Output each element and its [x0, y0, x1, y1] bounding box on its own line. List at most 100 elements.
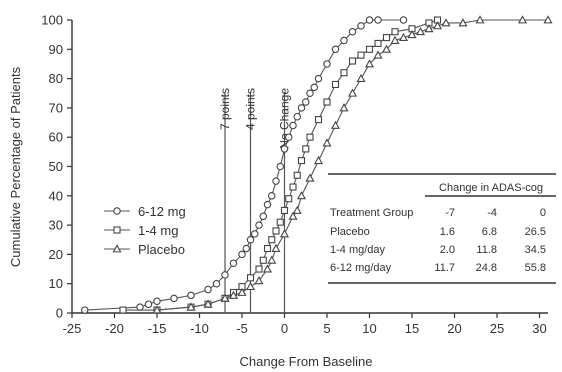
triangle-marker [390, 35, 400, 44]
triangle-marker [292, 205, 302, 214]
circle-marker [374, 16, 382, 24]
triangle-marker [186, 302, 196, 311]
square-marker [314, 116, 323, 124]
square-marker [323, 98, 331, 106]
x-tick-label: 5 [323, 321, 330, 336]
circle-marker [284, 133, 293, 141]
circle-marker [267, 192, 276, 200]
y-tick-label: 0 [56, 306, 63, 321]
square-marker [246, 274, 255, 282]
table-cell: 2.0 [440, 244, 455, 256]
square-marker [365, 45, 374, 53]
y-tick-label: 10 [49, 276, 63, 291]
x-axis-label: Change From Baseline [240, 354, 373, 369]
square-marker [374, 39, 382, 47]
y-tick-label: 50 [49, 159, 63, 174]
triangle-marker [322, 138, 332, 147]
triangle-marker [237, 287, 247, 296]
circle-marker [144, 300, 153, 308]
square-marker [259, 256, 267, 264]
triangle-marker [475, 15, 485, 24]
circle-marker [81, 306, 89, 314]
circle-marker [340, 36, 348, 45]
circle-marker [204, 285, 212, 294]
square-marker [340, 69, 348, 77]
circle-marker [259, 212, 267, 221]
triangle-marker [441, 18, 451, 27]
circle-marker [221, 271, 229, 279]
square-marker [297, 157, 306, 165]
circle-marker [301, 98, 310, 106]
triangle-marker [424, 24, 434, 33]
reference-lines: 7 points 4 points No Change [218, 88, 292, 313]
y-axis-label: Cumulative Percentage of Patients [8, 66, 23, 267]
circle-marker [255, 221, 263, 229]
y-tick-label: 70 [49, 100, 63, 115]
table-header-cell: -4 [487, 207, 497, 219]
circle-marker [153, 297, 161, 306]
x-tick-label: 25 [490, 321, 504, 336]
data-table: Change in ADAS-cog Treatment Group -7 -4 0 Pl… [328, 173, 556, 286]
square-marker [268, 236, 276, 244]
triangle-marker [313, 155, 324, 165]
square-marker [391, 28, 399, 36]
axes: -25 -20 -15 -10 -5 0 5 10 15 20 25 30 0 10 20 30 40 50 60 7… [41, 13, 548, 336]
y-tick-label: 20 [49, 247, 63, 262]
triangle-marker [228, 290, 239, 299]
triangle-marker [458, 18, 468, 27]
triangle-marker [112, 244, 122, 253]
circle-marker [113, 207, 121, 215]
square-marker [119, 306, 127, 314]
table-cell: 1.6 [440, 226, 455, 238]
series-layer [81, 15, 553, 314]
x-tick-label: 10 [362, 321, 376, 336]
circle-marker [136, 303, 144, 311]
square-marker [348, 57, 357, 65]
x-tick-label: 30 [532, 321, 546, 336]
triangle-marker [254, 276, 264, 285]
legend-label: 1-4 mg [138, 223, 178, 238]
square-marker [285, 195, 293, 203]
circle-marker [297, 104, 306, 112]
reference-line-label: No Change [278, 88, 292, 149]
circle-marker [238, 250, 246, 259]
triangle-marker [152, 305, 162, 314]
x-tick-label: 20 [447, 321, 461, 336]
series-circle [81, 16, 408, 314]
table-cell: 6.8 [482, 226, 497, 238]
circle-marker [276, 162, 284, 171]
square-marker [306, 133, 314, 141]
circle-marker [289, 121, 297, 130]
table-title: Change in ADAS-cog [439, 182, 543, 194]
x-tick-label: -20 [105, 321, 124, 336]
x-tick-label: 15 [405, 321, 419, 336]
legend-label: Placebo [138, 242, 185, 257]
triangle-marker [279, 229, 290, 238]
circle-marker [263, 200, 272, 209]
x-tick-label: -15 [148, 321, 167, 336]
square-marker [331, 80, 340, 89]
triangle-marker [364, 59, 375, 68]
triangle-marker [267, 255, 277, 264]
square-marker [293, 171, 301, 179]
triangle-marker [220, 293, 230, 302]
reference-line-label: 4 points [244, 88, 258, 130]
circle-marker [229, 259, 238, 267]
table-cell: 6-12 mg/day [330, 262, 392, 274]
triangle-marker [407, 29, 417, 39]
triangle-marker [356, 73, 366, 83]
y-tick-label: 80 [49, 71, 63, 86]
square-marker [263, 244, 272, 253]
triangle-marker [245, 281, 256, 291]
table-header-cell: -7 [445, 207, 455, 219]
circle-marker [242, 244, 251, 253]
square-marker [382, 34, 391, 42]
circle-marker [323, 60, 331, 68]
y-tick-label: 40 [49, 188, 63, 203]
triangle-marker [262, 264, 273, 273]
table-cell: 34.5 [525, 244, 546, 256]
table-cell: 26.5 [525, 226, 546, 238]
y-tick-label: 90 [49, 42, 63, 57]
triangle-marker [330, 120, 341, 129]
